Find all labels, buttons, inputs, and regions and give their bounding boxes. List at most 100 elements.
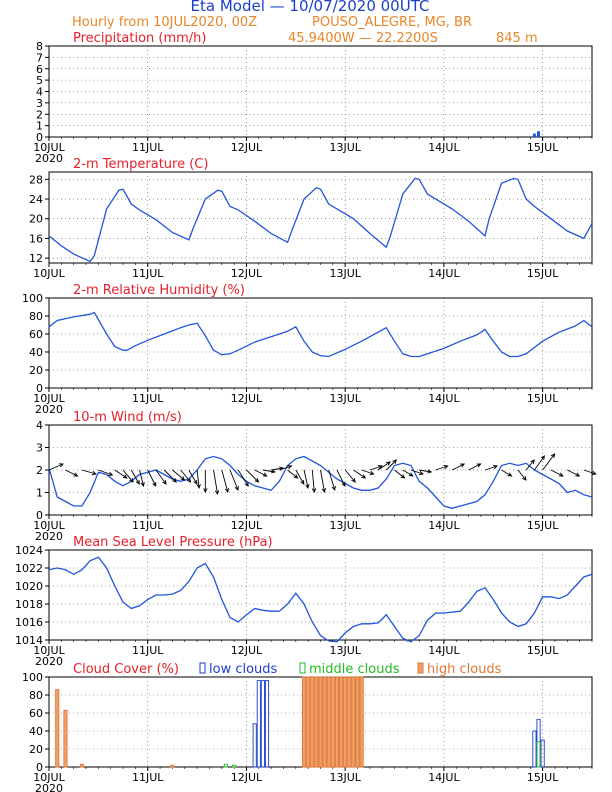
wind-barb (534, 455, 545, 471)
wind-barb-head (152, 482, 157, 487)
cloud-bar-high (347, 676, 352, 768)
panel-wind: 0 1 2 3 4 10JUL2020 11JUL 12JUL 13JUL 14JUL 15JUL 1… (33, 410, 597, 543)
plot-frame (48, 297, 593, 389)
x-tick-label: 12JUL (231, 267, 263, 280)
cloud-bar-high (63, 709, 68, 768)
legend-swatch-middle (299, 662, 306, 674)
wind-barb-head (341, 481, 346, 487)
wind-barb-head (244, 481, 249, 487)
x-tick-label: 14JUL (428, 267, 460, 280)
y-tick-label: 2 (36, 464, 43, 477)
wind-barb-head (180, 476, 186, 481)
wind-barb (147, 469, 157, 487)
wind-barb-head (540, 455, 546, 460)
wind-barb (65, 469, 78, 477)
panel-title: 2-m Temperature (C) (73, 157, 208, 172)
wind-barb (237, 469, 249, 487)
x-tick-label: 15JUL (527, 392, 559, 405)
x-tick-label: 14JUL (428, 141, 460, 154)
wind-barb-head (193, 479, 198, 485)
series-line (48, 177, 593, 263)
cloud-bar-high (79, 763, 84, 768)
wind-barb (385, 459, 397, 471)
y-tick-label: 4 (36, 86, 43, 99)
x-tick-label: 13JUL (329, 392, 361, 405)
x-tick-label: 12JUL (231, 392, 263, 405)
x-tick-label: 14JUL (428, 771, 460, 784)
plot-frame (48, 549, 593, 641)
y-tick-label: 0 (36, 131, 43, 144)
x-tick-label: 15JUL (527, 519, 559, 532)
wind-barb (550, 469, 564, 477)
wind-barb-head (591, 470, 597, 475)
wind-barb (303, 469, 309, 489)
wind-barb (262, 469, 275, 473)
y-tick-label: 24 (29, 193, 43, 206)
x-tick-label: 12JUL (231, 519, 263, 532)
panel-title: 10-m Wind (m/s) (73, 410, 182, 425)
x-tick-label: 11JUL (132, 267, 164, 280)
cloud-bar-high (343, 676, 348, 768)
wind-barb (468, 463, 481, 471)
x-tick-label: 10JUL (33, 392, 65, 405)
wind-barb (130, 469, 140, 485)
wind-barb-head (408, 472, 414, 477)
panel-rh: 0 20 40 60 80 100 10JUL2020 11JUL 12JUL 13JUL 14JU… (22, 283, 593, 416)
cloud-bar-high (330, 676, 335, 768)
x-tick-label: 15JUL (527, 267, 559, 280)
x-tick-label: 10JUL (33, 644, 65, 657)
y-tick-label: 1018 (15, 598, 43, 611)
wind-barb (271, 467, 284, 471)
wind-barb-head (460, 463, 466, 468)
panel-title: Cloud Cover (%) (73, 662, 179, 677)
wind-barb-head (305, 483, 310, 490)
x-tick-sublabel: 2020 (35, 655, 63, 668)
wind-barb-head (530, 459, 535, 465)
wind-barb (410, 469, 424, 475)
x-tick-label: 11JUL (132, 519, 164, 532)
cloud-bar-high (170, 764, 175, 768)
y-tick-label: 2 (36, 108, 43, 121)
y-tick-label: 0 (36, 382, 43, 395)
y-tick-label: 80 (29, 310, 43, 323)
wind-barb (180, 469, 191, 483)
wind-barb-head (331, 486, 336, 491)
wind-barb (188, 469, 198, 485)
cloud-bar-middle (536, 741, 541, 768)
x-tick-label: 13JUL (329, 771, 361, 784)
cloud-bar-low (536, 718, 541, 768)
wind-barb-head (129, 477, 134, 483)
wind-barb-head (311, 488, 317, 494)
wind-barb-head (522, 475, 527, 481)
wind-barb (567, 469, 580, 477)
x-tick-label: 11JUL (132, 771, 164, 784)
wind-barb-head (476, 463, 482, 468)
wind-barb-head (58, 463, 64, 468)
series-line (48, 556, 593, 643)
legend-label-middle: middle clouds (309, 662, 400, 677)
wind-barb-head (196, 484, 201, 490)
wind-barb-head (392, 459, 398, 464)
x-tick-label: 10JUL (33, 519, 65, 532)
x-tick-label: 12JUL (231, 771, 263, 784)
wind-barb (583, 469, 596, 475)
wind-barb (48, 463, 64, 471)
wind-barb-head (108, 471, 114, 476)
y-tick-label: 40 (29, 725, 43, 738)
cloud-bar-high (322, 676, 327, 768)
legend-label-low: low clouds (209, 662, 278, 677)
panel-cloud: 0 20 40 60 80 100 10JUL2020 11JUL 12JUL 13JUL 14JU… (22, 662, 593, 792)
wind-barb (295, 469, 305, 485)
panel-title: 2-m Relative Humidity (%) (73, 283, 245, 298)
wind-barb (361, 469, 374, 475)
x-tick-label: 13JUL (329, 519, 361, 532)
plot-frame (48, 171, 593, 264)
wind-barb (377, 461, 391, 471)
x-tick-label: 11JUL (132, 392, 164, 405)
x-tick-label: 15JUL (527, 644, 559, 657)
cloud-bar-high (301, 676, 307, 768)
y-tick-label: 20 (29, 213, 43, 226)
wind-barb-head (122, 474, 128, 479)
panel-mslp: 1014 1016 1018 1020 1022 1024 10JUL2020 11JUL 12… (15, 535, 593, 668)
